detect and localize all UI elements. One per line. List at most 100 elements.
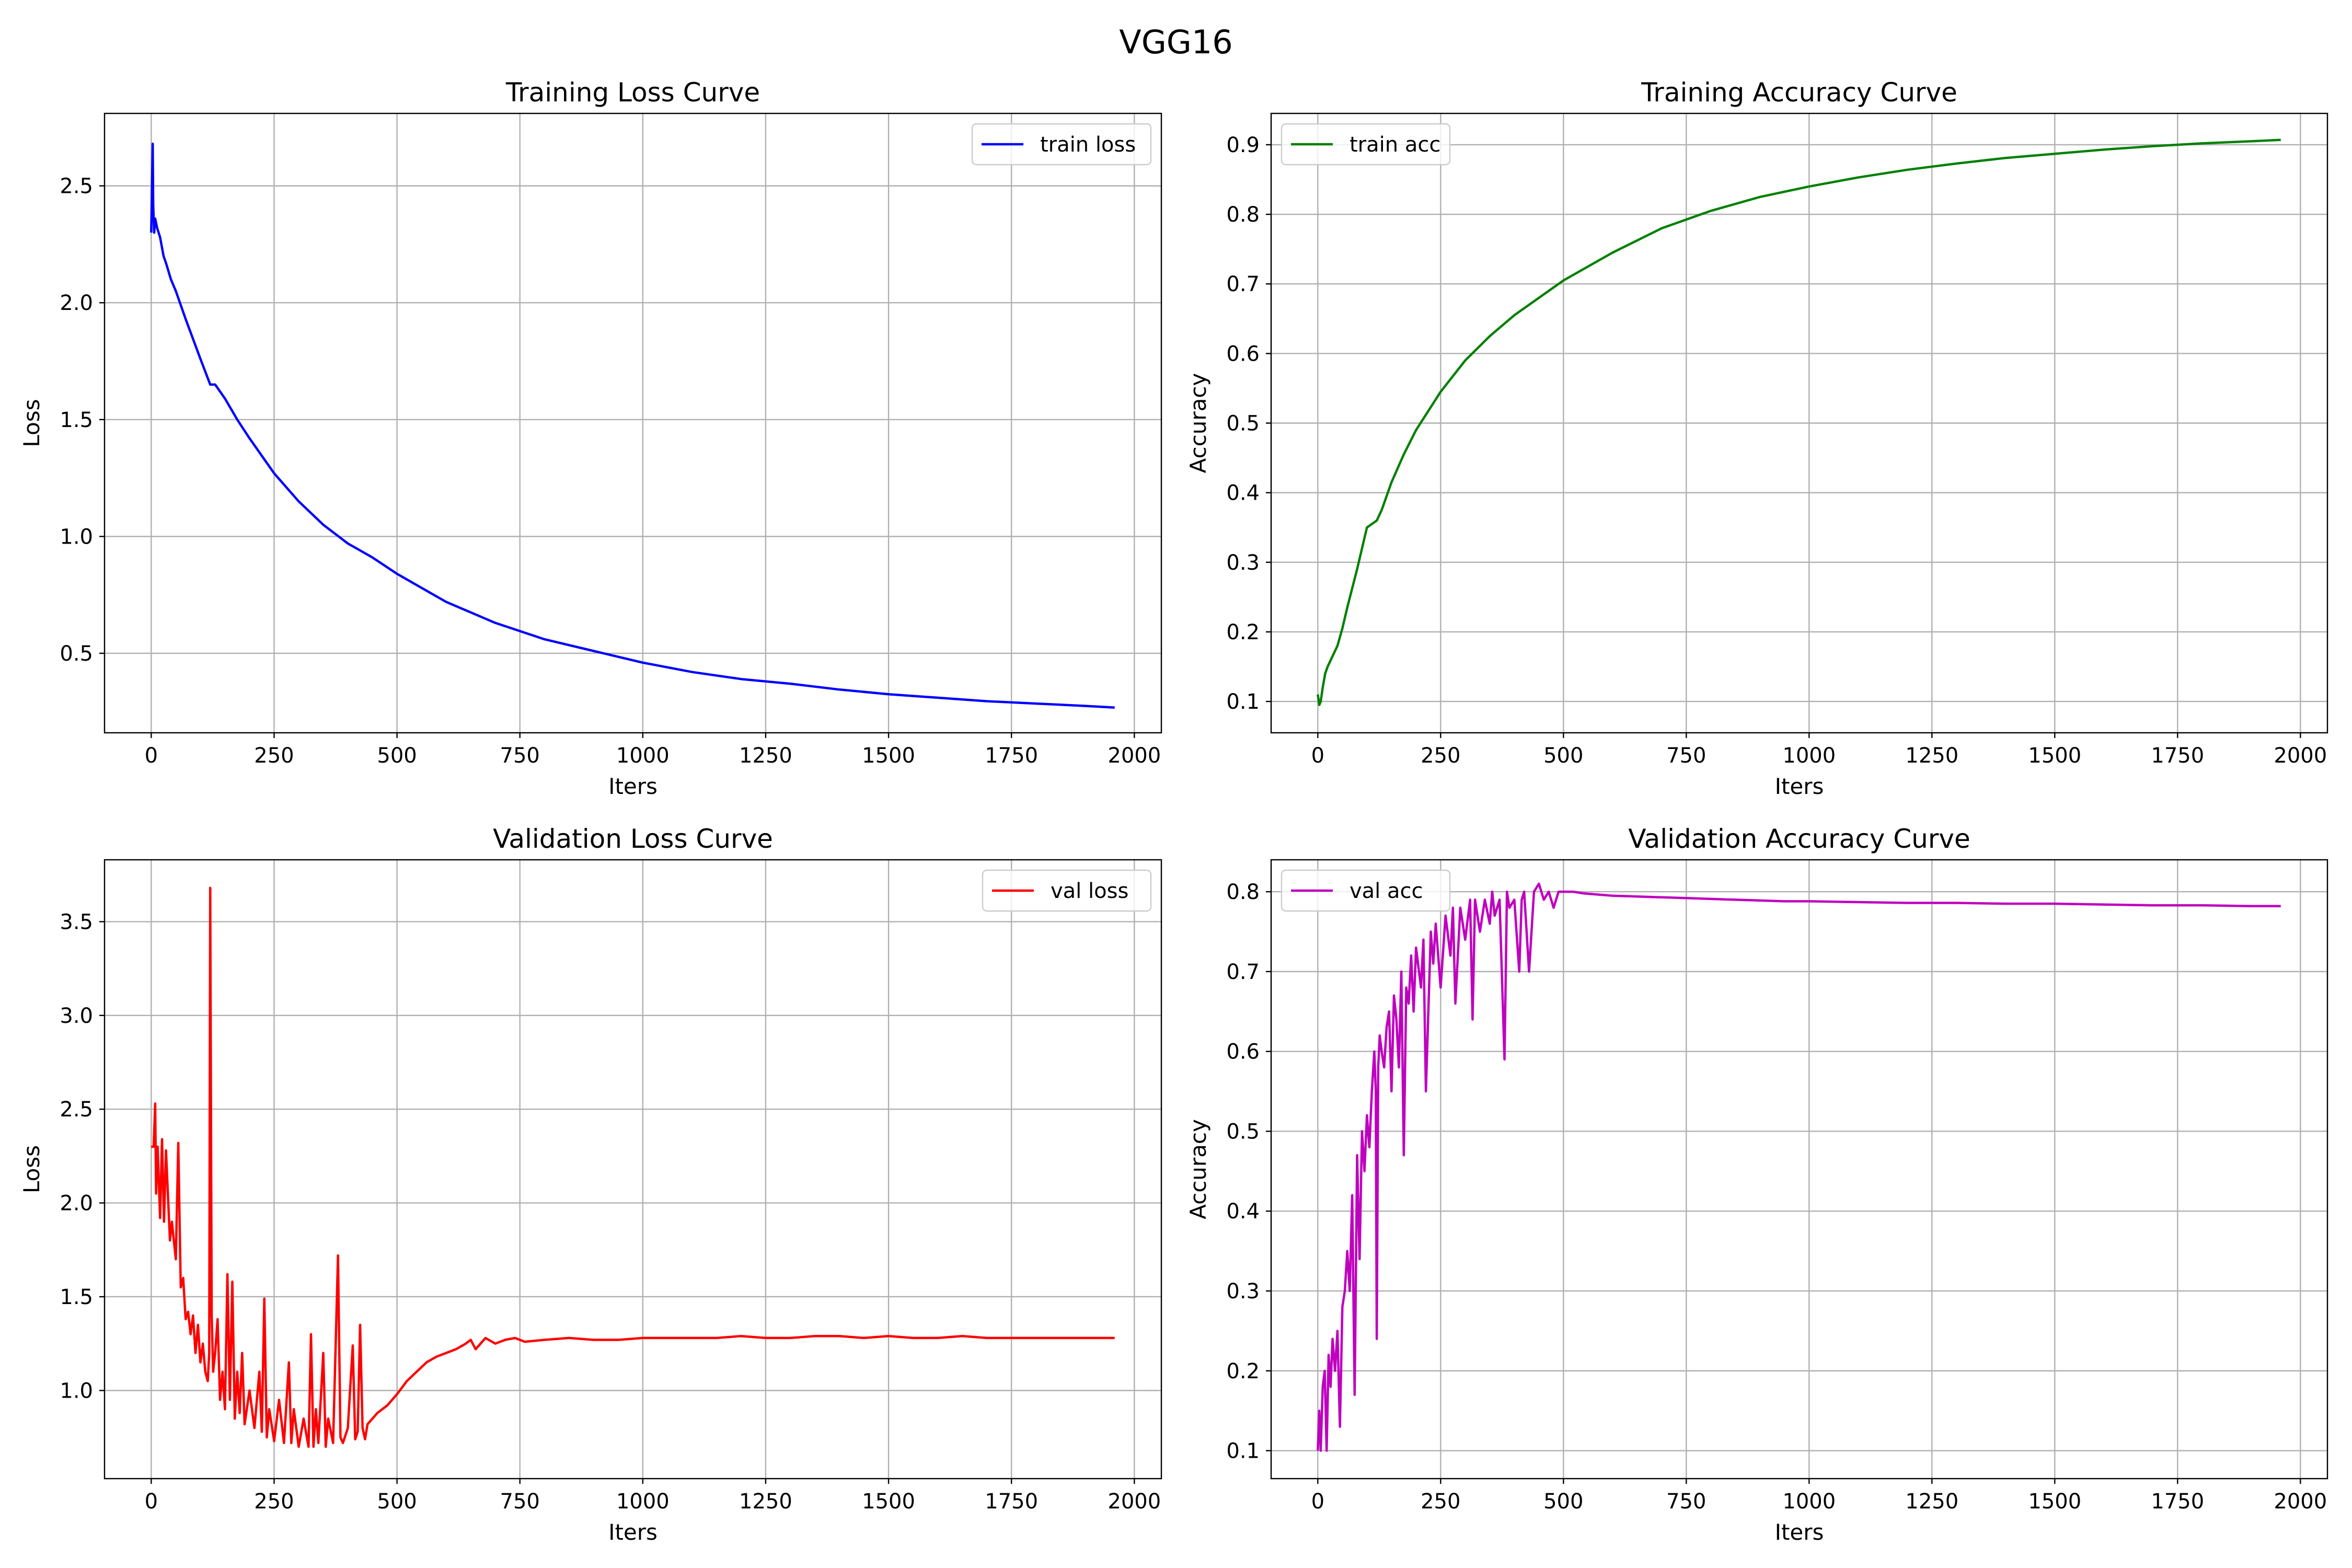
y-tick-label: 3.5 [60,910,93,934]
subplot-title: Training Accuracy Curve [1641,77,1957,108]
x-tick-label: 250 [254,1490,294,1514]
y-axis-label: Loss [19,399,44,447]
y-tick-label: 0.8 [1226,203,1260,227]
y-tick-label: 0.2 [1226,620,1260,644]
y-tick-label: 0.1 [1226,690,1260,714]
x-tick-label: 250 [254,744,294,768]
subplot-title: Validation Loss Curve [493,824,773,854]
legend-label: val loss [1051,879,1128,903]
legend-box [1281,869,1451,912]
x-tick-label: 1000 [1782,1490,1836,1514]
x-tick-label: 2000 [2274,1490,2327,1514]
subplot-2: 0 250 500 750 1000 1250 1500 1750 2000 0.1 0.2 0.3 0… [1185,77,2328,799]
x-tick-label: 750 [1666,744,1706,768]
y-tick-label: 2.0 [60,291,93,315]
x-tick-label: 0 [1311,744,1324,768]
plot-frame [103,859,1162,1480]
x-tick-label: 0 [145,1490,158,1514]
x-tick-label: 1750 [2151,744,2204,768]
y-tick-label: 3.0 [60,1004,93,1028]
y-tick-label: 0.5 [1226,412,1260,436]
x-tick-label: 1250 [1905,744,1958,768]
y-tick-label: 0.4 [1226,481,1260,505]
series-line-train-acc [1317,139,2281,706]
legend-box [971,123,1152,166]
x-tick-label: 750 [1666,1490,1706,1514]
x-tick-label: 1000 [1782,744,1836,768]
y-tick-label: 1.5 [60,408,93,432]
y-tick-label: 0.4 [1226,1200,1260,1224]
series-line-train-loss [150,142,1115,709]
y-tick-label: 0.6 [1226,342,1260,366]
x-tick-label: 1750 [985,744,1038,768]
y-tick-label: 0.2 [1226,1359,1260,1383]
y-tick-label: 0.5 [1226,1120,1260,1144]
x-tick-label: 1250 [739,1490,792,1514]
legend-label: train loss [1040,133,1136,157]
y-tick-label: 0.7 [1226,272,1260,296]
subplot-1: 0 250 500 750 1000 1250 1500 1750 2000 0.5 1.0 1.5 2… [19,77,1162,799]
x-tick-label: 500 [377,1490,417,1514]
x-tick-label: 1750 [985,1490,1038,1514]
legend: train loss [971,123,1152,166]
legend: val acc [1281,869,1451,912]
x-tick-label: 0 [145,744,158,768]
subplot-title: Validation Accuracy Curve [1628,824,1970,854]
y-tick-label: 2.5 [60,175,93,199]
x-tick-label: 1750 [2151,1490,2204,1514]
x-tick-label: 1500 [2028,744,2081,768]
legend-label: train acc [1350,133,1440,157]
y-tick-label: 1.5 [60,1285,93,1309]
plot-frame [103,112,1162,734]
x-tick-label: 250 [1421,744,1460,768]
y-axis-label: Accuracy [1185,373,1211,474]
y-tick-label: 0.3 [1226,551,1260,575]
x-tick-label: 750 [500,1490,540,1514]
y-axis-label: Accuracy [1185,1119,1211,1219]
y-tick-label: 0.7 [1226,960,1260,984]
y-tick-label: 1.0 [60,525,93,549]
legend-box [1281,123,1451,166]
plot-frame [1270,859,2328,1480]
y-tick-label: 0.3 [1226,1279,1260,1304]
x-tick-label: 1500 [862,744,915,768]
x-axis-label: Iters [608,1519,658,1545]
y-tick-label: 0.8 [1226,880,1260,904]
x-tick-label: 1250 [1905,1490,1958,1514]
x-tick-label: 0 [1311,1490,1324,1514]
x-tick-label: 1500 [2028,1490,2081,1514]
x-tick-label: 750 [500,744,540,768]
legend: train acc [1281,123,1451,166]
x-tick-label: 500 [1543,744,1583,768]
x-tick-label: 2000 [1108,744,1161,768]
legend-box [982,869,1152,912]
x-tick-label: 500 [1543,1490,1583,1514]
y-axis-label: Loss [19,1145,44,1193]
subplot-title: Training Loss Curve [505,77,760,108]
y-tick-label: 0.1 [1226,1439,1260,1463]
y-tick-label: 2.5 [60,1098,93,1122]
x-tick-label: 1500 [862,1490,915,1514]
legend: val loss [982,869,1152,912]
x-tick-label: 250 [1421,1490,1460,1514]
y-tick-label: 2.0 [60,1192,93,1216]
x-tick-label: 1000 [616,1490,670,1514]
x-tick-label: 2000 [2274,744,2327,768]
figure-title: VGG16 [1119,23,1233,61]
y-tick-label: 1.0 [60,1379,93,1403]
x-axis-label: Iters [1775,774,1824,799]
x-axis-label: Iters [608,774,658,799]
x-tick-label: 1250 [739,744,792,768]
subplot-3: 0 250 500 750 1000 1250 1500 1750 2000 1.0 1.5 2.0 2… [19,824,1162,1545]
x-axis-label: Iters [1775,1519,1824,1545]
y-tick-label: 0.9 [1226,133,1260,157]
x-tick-label: 500 [377,744,417,768]
x-tick-label: 2000 [1108,1490,1161,1514]
subplot-4: 0 250 500 750 1000 1250 1500 1750 2000 0.1 0.2 0.3 0… [1185,824,2328,1545]
series-line-val-loss [151,886,1115,1448]
legend-label: val acc [1350,879,1423,903]
series-line-val-acc [1317,882,2281,1452]
y-tick-label: 0.5 [60,642,93,666]
x-tick-label: 1000 [616,744,670,768]
